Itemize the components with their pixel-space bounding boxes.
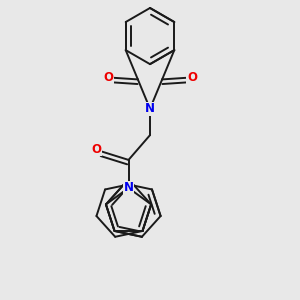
Text: O: O — [187, 71, 197, 84]
Text: O: O — [103, 71, 113, 84]
Text: N: N — [145, 102, 155, 115]
Text: N: N — [124, 182, 134, 194]
Text: O: O — [91, 142, 101, 155]
